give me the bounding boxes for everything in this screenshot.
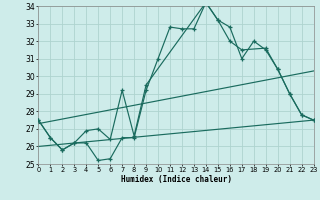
X-axis label: Humidex (Indice chaleur): Humidex (Indice chaleur) bbox=[121, 175, 231, 184]
